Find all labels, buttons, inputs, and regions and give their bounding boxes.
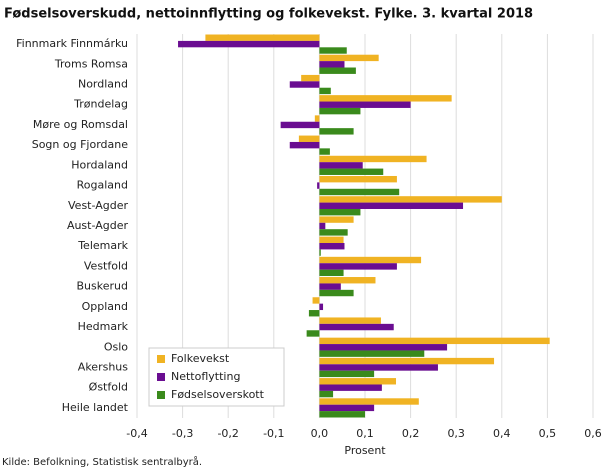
bar: [319, 344, 448, 351]
y-tick-label: Vest-Agder: [68, 199, 128, 212]
legend-swatch: [157, 391, 165, 399]
y-tick-label: Trøndelag: [73, 98, 128, 111]
x-tick-label: 0,3: [447, 427, 465, 440]
legend-swatch: [157, 373, 165, 381]
y-tick-label: Troms Romsa: [54, 57, 128, 70]
bar: [319, 263, 397, 270]
bar: [319, 67, 356, 74]
bar: [319, 128, 354, 135]
legend-label: Fødselsoverskott: [171, 388, 265, 401]
bar: [319, 87, 331, 95]
bar: [319, 404, 375, 412]
bar: [319, 61, 345, 68]
bar: [319, 148, 330, 155]
y-tick-label: Oslo: [104, 340, 128, 353]
bar: [319, 222, 326, 230]
x-tick-label: 0,1: [356, 427, 374, 440]
bar: [319, 370, 375, 378]
y-tick-label: Vestfold: [84, 259, 128, 272]
bar: [319, 249, 321, 256]
bar: [319, 162, 363, 169]
bar: [319, 398, 419, 405]
bar: [319, 155, 427, 163]
y-tick-label: Oppland: [82, 300, 128, 313]
bar: [319, 323, 394, 331]
x-tick-label: -0,2: [217, 427, 238, 440]
bar: [319, 208, 361, 216]
bar: [319, 390, 334, 398]
source: Kilde: Befolkning, Statistisk sentralbyr…: [2, 455, 202, 468]
bar: [319, 283, 341, 290]
y-tick-label: Aust-Agder: [67, 219, 129, 232]
bar: [319, 196, 502, 203]
y-tick-label: Telemark: [77, 239, 128, 252]
bar: [319, 378, 397, 385]
y-tick-label: Sogn og Fjordane: [32, 138, 129, 151]
bar: [319, 303, 324, 311]
bar: [319, 202, 464, 209]
bar: [289, 81, 320, 88]
y-tick-label: Finnmark Finnmárku: [16, 37, 128, 50]
bar: [280, 121, 320, 129]
bar: [306, 330, 320, 337]
x-tick-label: -0,1: [263, 427, 284, 440]
bar: [319, 236, 344, 244]
bar: [178, 40, 320, 48]
y-tick-label: Nordland: [78, 78, 128, 91]
x-axis-label: Prosent: [344, 444, 386, 457]
bar: [319, 188, 400, 196]
y-tick-label: Østfold: [89, 381, 128, 394]
y-tick-label: Buskerud: [77, 280, 128, 293]
y-tick-label: Hordaland: [71, 158, 128, 171]
bar: [319, 256, 422, 264]
bar: [312, 297, 320, 304]
bar: [205, 34, 320, 41]
bar: [319, 54, 379, 62]
legend-label: Nettoflytting: [171, 370, 240, 383]
chart-title: Fødselsoverskudd, nettoinnflytting og fo…: [4, 7, 533, 22]
bar: [319, 411, 365, 418]
bar: [319, 175, 397, 183]
bar: [317, 182, 320, 189]
bar: [289, 141, 320, 149]
bar: [319, 47, 347, 54]
bar: [314, 115, 320, 122]
bar: [319, 384, 382, 391]
x-tick-label: 0,6: [584, 427, 602, 440]
x-tick-label: -0,4: [126, 427, 147, 440]
bar: [319, 243, 345, 250]
x-tick-label: -0,3: [172, 427, 193, 440]
bar: [319, 364, 438, 371]
x-tick-label: 0,4: [493, 427, 511, 440]
y-tick-label: Akershus: [78, 360, 128, 373]
bar: [319, 337, 550, 345]
y-tick-label: Rogaland: [77, 179, 128, 192]
y-tick-label: Møre og Romsdal: [33, 118, 128, 131]
bar: [319, 101, 411, 108]
bar: [319, 269, 344, 277]
bar: [319, 317, 381, 324]
x-tick-label: 0,0: [311, 427, 329, 440]
bar: [319, 216, 354, 223]
bar: [301, 74, 320, 82]
y-tick-label: Heile landet: [62, 401, 129, 414]
bar: [319, 277, 376, 284]
y-tick-label: Hedmark: [78, 320, 129, 333]
legend-box: [148, 347, 285, 407]
bar: [319, 107, 361, 115]
bar: [319, 95, 452, 102]
legend-swatch: [157, 355, 165, 363]
bar: [319, 289, 354, 297]
x-tick-label: 0,5: [539, 427, 557, 440]
bar: [298, 135, 320, 142]
bar: [319, 357, 495, 365]
x-tick-label: 0,2: [402, 427, 420, 440]
bar: [319, 229, 348, 236]
legend-label: Folkevekst: [171, 352, 230, 365]
bar: [308, 310, 320, 317]
bar: [319, 350, 425, 357]
bar: [319, 168, 384, 175]
